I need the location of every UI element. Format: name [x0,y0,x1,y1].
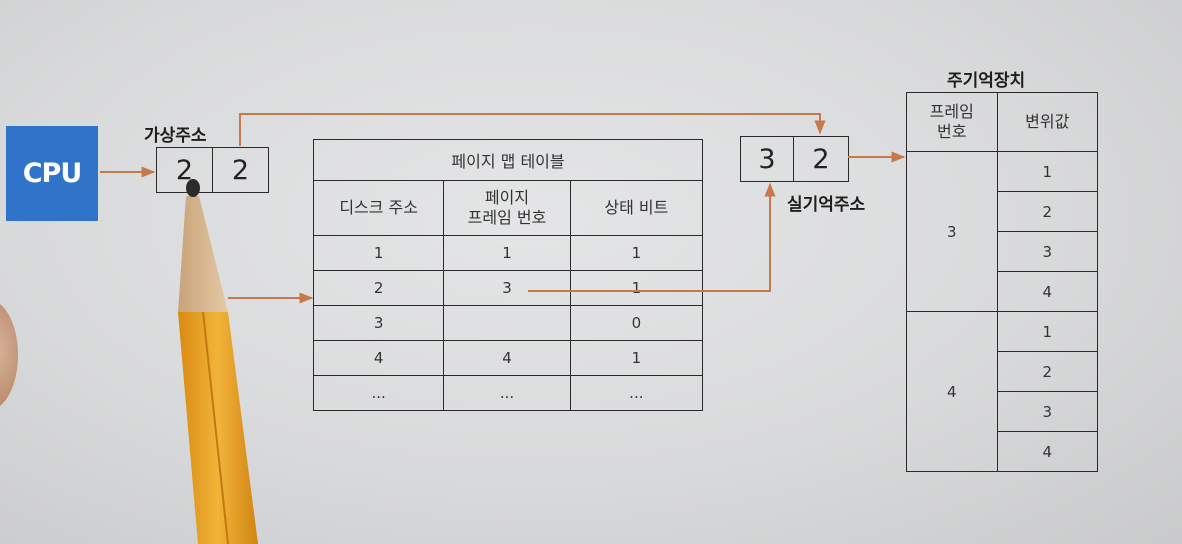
offset-cell: 1 [996,151,1099,192]
table-row: ... ... ... [312,375,704,411]
table-row: 3 [907,231,1099,272]
table-cell: 0 [569,305,704,341]
offset-cell: 1 [996,311,1099,352]
table-cell [443,305,571,341]
hand-thumb [0,300,18,410]
page-table-title: 페이지 맵 테이블 [313,139,703,181]
offset-cell: 3 [996,231,1099,272]
real-frame-number: 3 [741,137,794,181]
table-cell: 2 [312,270,445,306]
offset-cell: 2 [996,191,1099,232]
table-cell: ... [312,375,445,411]
cpu-box: CPU [6,126,98,221]
virtual-address-box: 2 2 [156,147,269,193]
virtual-page-number: 2 [157,148,213,192]
frame-number-cell: 4 [906,311,998,472]
table-cell: ... [569,375,704,411]
offset-cell: 4 [996,431,1099,472]
main-memory-header: 변위값 [996,92,1099,152]
table-cell: 1 [312,235,445,271]
virtual-address-label: 가상주소 [144,126,207,146]
table-row: 4 [907,431,1099,472]
real-address-label: 실기억주소 [787,195,866,215]
table-row: 4 [907,271,1099,312]
page-table-header: 디스크 주소 [312,180,445,236]
main-memory-title: 주기억장치 [947,71,1026,91]
virtual-offset: 2 [231,154,250,186]
offset-cell: 4 [996,271,1099,312]
table-row: 3 0 [312,305,704,341]
table-cell: ... [443,375,571,411]
table-row: 2 [907,191,1099,232]
real-address-box: 3 2 [740,136,849,182]
main-memory-table: 프레임 번호 변위값 3 1 2 3 4 4 1 2 3 4 [906,92,1099,472]
table-row: 4 1 [906,311,1099,472]
main-memory-header: 프레임 번호 [906,92,998,152]
cpu-label: CPU [22,158,83,189]
real-offset: 2 [812,143,830,175]
